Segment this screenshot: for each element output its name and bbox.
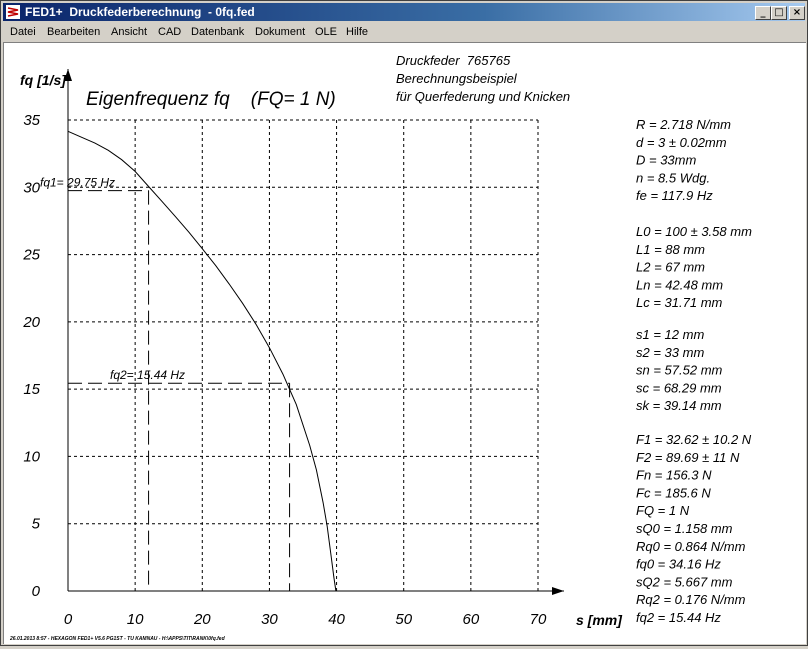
result-group4-line: fq2 = 15.44 Hz: [636, 610, 721, 625]
menu-bearbeiten[interactable]: Bearbeiten: [47, 26, 101, 38]
result-group4-line: F2 = 89.69 ± 11 N: [636, 450, 740, 465]
y-tick-label: 30: [23, 179, 40, 196]
y-tick-label: 0: [32, 583, 41, 600]
maximize-button[interactable]: □: [771, 6, 787, 20]
header-line-1: Druckfeder 765765: [396, 53, 511, 68]
frequency-curve: [67, 130, 337, 592]
title-bar[interactable]: FED1+ Druckfederberechnung - 0fq.fed _ □…: [3, 3, 805, 21]
spring-app-icon: [6, 5, 20, 19]
chart-canvas: 0 10 20 30 40 50 60 70 0 5 10 15 20 25 30 35 fq1= 29.75…: [3, 42, 806, 644]
x-tick-label: 20: [193, 611, 211, 628]
result-group1-line: R = 2.718 N/mm: [636, 117, 731, 132]
result-group2-line: L2 = 67 mm: [636, 260, 705, 275]
result-group3-line: sk = 39.14 mm: [636, 398, 722, 413]
result-group3-line: sn = 57.52 mm: [636, 363, 723, 378]
result-group4-line: fq0 = 34.16 Hz: [636, 557, 721, 572]
result-group1-line: n = 8.5 Wdg.: [636, 170, 710, 185]
results-panel: R = 2.718 N/mm d = 3 ± 0.02mm D = 33mm n = …: [636, 117, 752, 625]
x-axis-arrow: [552, 587, 564, 595]
result-group2-line: L0 = 100 ± 3.58 mm: [636, 224, 752, 239]
header-line-2: Berechnungsbeispiel: [396, 71, 518, 86]
result-group2-line: Ln = 42.48 mm: [636, 277, 723, 292]
x-tick-label: 40: [328, 611, 345, 628]
y-tick-label: 20: [22, 314, 40, 331]
tick-labels: 0 10 20 30 40 50 60 70 0 5 10 15 20 25 30 35: [22, 112, 547, 628]
y-tick-label: 15: [23, 381, 40, 398]
result-group4-line: Rq2 = 0.176 N/mm: [636, 592, 746, 607]
menu-datei[interactable]: Datei: [10, 26, 36, 38]
y-axis-arrow: [64, 69, 72, 81]
x-tick-label: 60: [463, 611, 480, 628]
result-group1-line: D = 33mm: [636, 153, 696, 168]
x-tick-label: 0: [64, 611, 73, 628]
result-group4-line: Rq0 = 0.864 N/mm: [636, 539, 746, 554]
chart-axes: [64, 69, 564, 595]
result-group1-line: fe = 117.9 Hz: [636, 188, 713, 203]
x-tick-label: 30: [261, 611, 278, 628]
y-tick-label: 10: [23, 448, 40, 465]
result-group1-line: d = 3 ± 0.02mm: [636, 135, 727, 150]
menu-dokument[interactable]: Dokument: [255, 26, 306, 38]
menu-datenbank[interactable]: Datenbank: [191, 26, 245, 38]
chart-title: Eigenfrequenz fq (FQ= 1 N): [86, 89, 336, 110]
menu-ole[interactable]: OLE: [315, 26, 338, 38]
marker-group: fq1= 29.75 Hz fq2= 15.44 Hz: [40, 176, 291, 591]
chart-grid: [68, 119, 539, 591]
result-group4-line: sQ0 = 1.158 mm: [636, 521, 733, 536]
result-group4-line: sQ2 = 5.667 mm: [636, 574, 733, 589]
y-axis-label: fq [1/s]: [20, 72, 67, 88]
x-tick-label: 70: [530, 611, 547, 628]
x-tick-label: 10: [127, 611, 144, 628]
menu-hilfe[interactable]: Hilfe: [346, 26, 369, 38]
menu-bar: Datei Bearbeiten Ansicht CAD Datenbank D…: [3, 22, 805, 42]
close-button[interactable]: ×: [789, 6, 805, 20]
menu-cad[interactable]: CAD: [158, 26, 182, 38]
result-group4-line: F1 = 32.62 ± 10.2 N: [636, 432, 752, 447]
y-tick-label: 5: [32, 516, 41, 533]
y-tick-label: 25: [22, 247, 40, 264]
y-tick-label: 35: [23, 112, 40, 129]
minimize-button[interactable]: _: [755, 6, 771, 20]
result-group2-line: Lc = 31.71 mm: [636, 295, 723, 310]
header-line-3: für Querfederung und Knicken: [396, 89, 570, 104]
marker-label-2: fq2= 15.44 Hz: [110, 368, 185, 382]
result-group4-line: Fc = 185.6 N: [636, 485, 711, 500]
menu-ansicht[interactable]: Ansicht: [111, 26, 148, 38]
result-group2-line: L1 = 88 mm: [636, 242, 705, 257]
x-tick-label: 50: [395, 611, 412, 628]
window-title: FED1+ Druckfederberechnung - 0fq.fed: [25, 5, 255, 19]
result-group3-line: s2 = 33 mm: [636, 345, 704, 360]
result-group4-line: FQ = 1 N: [636, 503, 690, 518]
result-group3-line: sc = 68.29 mm: [636, 380, 722, 395]
frequency-chart: 0 10 20 30 40 50 60 70 0 5 10 15 20 25 30 35 fq1= 29.75…: [9, 53, 752, 642]
marker-label-1: fq1= 29.75 Hz: [40, 176, 115, 190]
result-group3-line: s1 = 12 mm: [636, 327, 704, 342]
curve-group: [67, 130, 337, 592]
x-axis-label: s [mm]: [576, 612, 623, 628]
footer-text: 26.01.2013 8:57 - HEXAGON FED1+ V5.6 PG1…: [9, 636, 226, 642]
result-group4-line: Fn = 156.3 N: [636, 468, 712, 483]
